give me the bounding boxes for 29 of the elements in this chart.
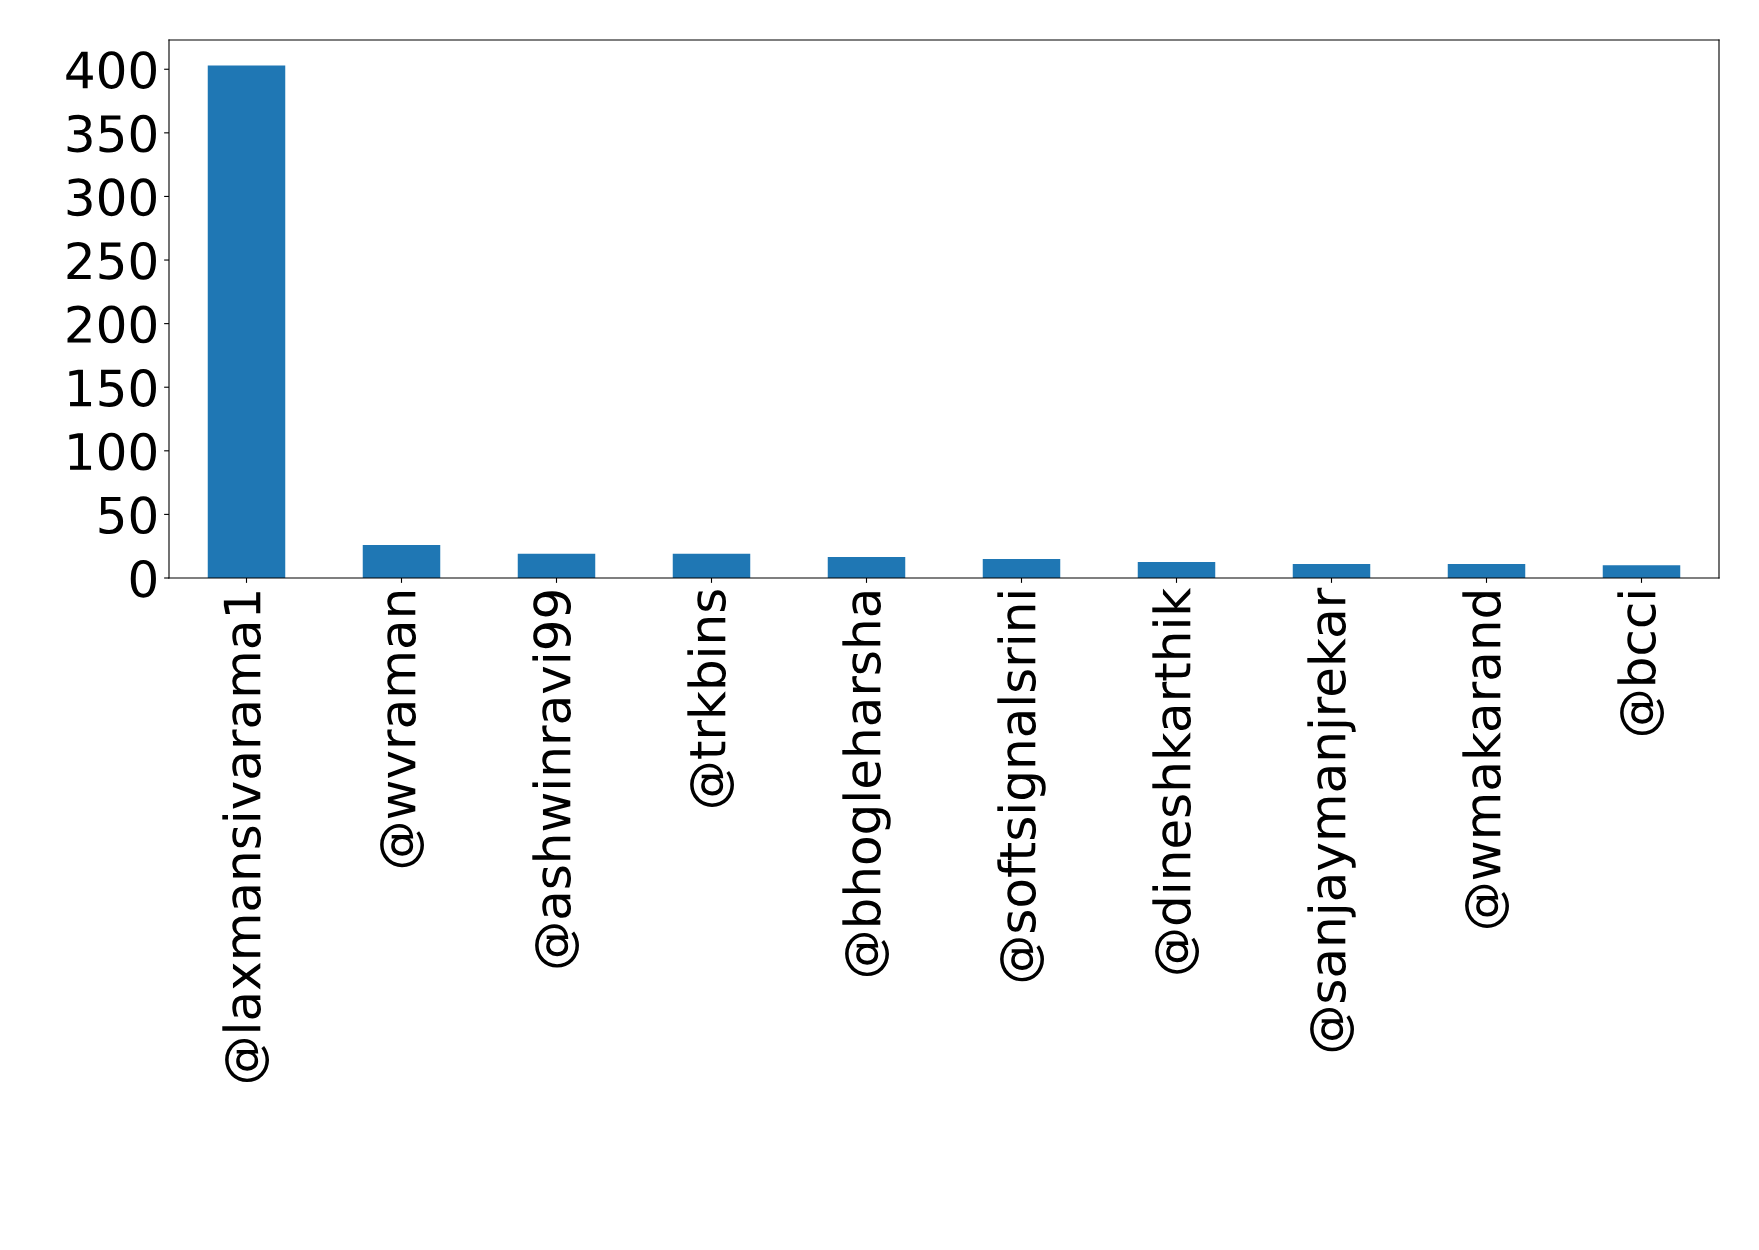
- x-tick-label: @ashwinravi99: [532, 591, 579, 968]
- x-tick-label: @dineshkarthik: [1152, 587, 1199, 974]
- x-tick-label: @softsignalsrini: [997, 592, 1046, 982]
- bar: [362, 544, 441, 578]
- y-tick-label: 0: [130, 559, 156, 598]
- x-tick-label: @wmakarand: [1462, 592, 1509, 928]
- x-tick-label: @wvraman: [380, 591, 424, 868]
- bar: [1447, 564, 1526, 578]
- x-tick-label: @sanjaymanjrekar: [1307, 587, 1356, 1052]
- bar: [517, 553, 596, 578]
- bar: [207, 65, 286, 578]
- x-tick-label: @bcci: [1617, 592, 1664, 736]
- y-tick-label: 100: [69, 432, 156, 471]
- bar: [1137, 562, 1216, 578]
- bar: [672, 553, 751, 578]
- y-tick-label: 150: [69, 369, 156, 407]
- x-tick-label: @trkbins: [687, 590, 734, 807]
- bar: [982, 558, 1061, 578]
- bar: [827, 557, 906, 578]
- y-tick-label: 350: [67, 114, 156, 153]
- y-tick-label: 300: [67, 178, 156, 217]
- y-tick-label: 250: [67, 241, 156, 280]
- y-tick-label: 50: [99, 496, 156, 535]
- x-tick-label: @laxmansivarama1: [222, 592, 269, 1083]
- x-tick-label: @bhogleharsha: [842, 592, 891, 977]
- bar: [1292, 564, 1371, 578]
- bar: [1602, 565, 1681, 578]
- y-tick-label: 400: [66, 51, 156, 89]
- y-tick-label: 200: [67, 305, 156, 344]
